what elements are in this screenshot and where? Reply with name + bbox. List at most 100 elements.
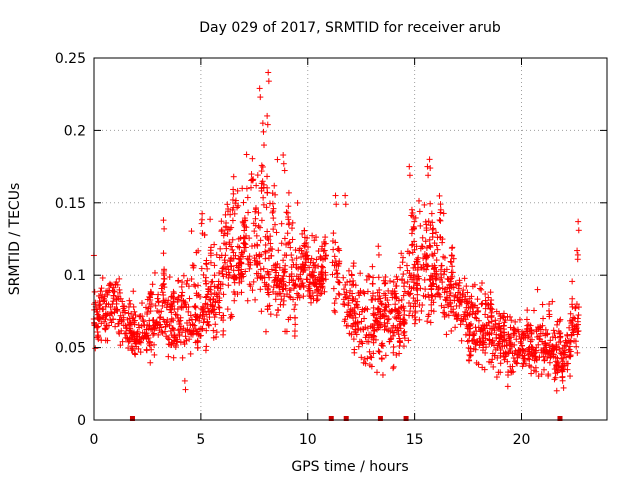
data-point [426, 156, 433, 163]
data-point [335, 290, 342, 297]
data-point [491, 342, 498, 349]
data-point [546, 341, 553, 348]
data-point [175, 277, 182, 284]
data-point [293, 255, 300, 262]
data-point [134, 331, 141, 338]
data-point [168, 309, 175, 316]
data-point [188, 276, 195, 283]
data-point [130, 303, 137, 310]
data-point [207, 259, 214, 266]
data-point [264, 173, 271, 180]
data-point [132, 351, 139, 358]
data-point [382, 352, 389, 359]
data-point [557, 316, 564, 323]
data-point [546, 301, 553, 308]
data-point [161, 225, 168, 232]
data-point [392, 301, 399, 308]
data-point [401, 335, 408, 342]
data-point [534, 286, 541, 293]
data-point [443, 311, 450, 318]
data-point [362, 360, 369, 367]
data-point [375, 348, 382, 355]
data-point [435, 290, 442, 297]
data-point [358, 354, 365, 361]
data-point [272, 191, 279, 198]
data-point [216, 290, 223, 297]
data-point [234, 243, 241, 250]
data-point [566, 343, 573, 350]
data-point [267, 233, 274, 240]
data-point [305, 244, 312, 251]
data-point [280, 152, 287, 159]
data-point [419, 234, 426, 241]
data-point [421, 276, 428, 283]
data-point [574, 256, 581, 263]
data-point [264, 228, 271, 235]
data-point [411, 218, 418, 225]
data-point [528, 336, 535, 343]
data-point [478, 280, 485, 287]
data-point [398, 250, 405, 257]
data-point [178, 293, 185, 300]
data-point [170, 290, 177, 297]
data-point [269, 246, 276, 253]
data-point [377, 324, 384, 331]
data-point [158, 324, 165, 331]
data-point [383, 312, 390, 319]
data-point [350, 263, 357, 270]
data-point [336, 291, 343, 298]
data-point [429, 219, 436, 226]
data-point [222, 223, 229, 230]
data-point [400, 343, 407, 350]
data-point [352, 314, 359, 321]
data-point [463, 283, 470, 290]
data-point [211, 306, 218, 313]
data-point [292, 321, 299, 328]
data-point [533, 357, 540, 364]
data-point [151, 341, 158, 348]
data-point [449, 273, 456, 280]
data-point [382, 279, 389, 286]
data-point [363, 276, 370, 283]
data-point [379, 343, 386, 350]
data-point [460, 287, 467, 294]
data-point [259, 163, 266, 170]
data-point [161, 284, 168, 291]
data-point [247, 261, 254, 268]
data-point [272, 296, 279, 303]
data-point [230, 186, 237, 193]
data-point [211, 272, 218, 279]
data-point [384, 316, 391, 323]
axis-ticks: 0 0.05 0.1 0.15 0.2 0.25 0 5 10 15 20 [55, 51, 607, 448]
data-point [427, 319, 434, 326]
data-point [524, 307, 531, 314]
data-point [276, 284, 283, 291]
data-point [203, 280, 210, 287]
data-point [418, 307, 425, 314]
data-point [117, 295, 124, 302]
data-point [507, 313, 514, 320]
x-tick-label: 5 [196, 432, 205, 448]
data-point [244, 297, 251, 304]
data-point [262, 255, 269, 262]
data-point [104, 291, 111, 298]
data-point [236, 256, 243, 263]
data-point [370, 312, 377, 319]
data-point [147, 359, 154, 366]
data-point [574, 349, 581, 356]
x-tick-label: 15 [406, 432, 424, 448]
data-point [211, 241, 218, 248]
data-point [538, 371, 545, 378]
data-point [160, 217, 167, 224]
data-point [372, 336, 379, 343]
data-point [455, 312, 462, 319]
data-point [281, 167, 288, 174]
data-point [170, 354, 177, 361]
y-tick-label: 0.1 [64, 268, 86, 284]
data-point [175, 294, 182, 301]
data-point [437, 209, 444, 216]
data-point [309, 290, 316, 297]
data-point [410, 284, 417, 291]
data-point [101, 318, 108, 325]
data-point [165, 353, 172, 360]
